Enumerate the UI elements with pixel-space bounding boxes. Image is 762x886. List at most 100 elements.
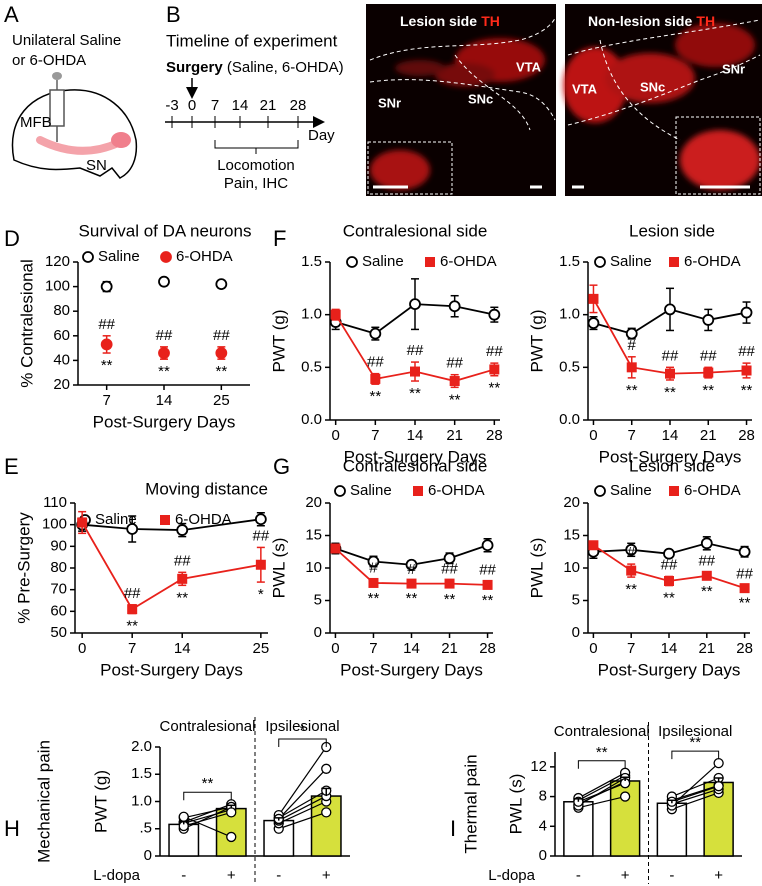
- x-tick-label: 7: [628, 427, 636, 444]
- group-label: Ipsilesional: [265, 718, 339, 735]
- annotation: **: [126, 617, 138, 634]
- phase-text: Pain, IHC: [224, 175, 288, 192]
- data-point: [588, 293, 599, 304]
- subject-point: [226, 831, 237, 843]
- y-tick-label: 50: [50, 624, 67, 641]
- y-tick-label: 40: [53, 351, 70, 368]
- data-point: [346, 256, 358, 268]
- y-tick-label: 5: [314, 591, 322, 608]
- data-point: [330, 309, 341, 320]
- annotation: ##: [486, 343, 503, 360]
- data-point: [367, 555, 380, 568]
- y-tick-label: 60: [50, 602, 67, 619]
- legend-label: 6-OHDA: [684, 482, 741, 499]
- subject-point: [713, 781, 724, 792]
- timeline-tick-label: -3: [165, 97, 178, 114]
- panel-b: B Timeline of experiment Surgery (Saline…: [165, 2, 344, 192]
- pair-connector: [671, 785, 719, 803]
- y-axis-label: PWL (s): [269, 538, 288, 599]
- data-point: [625, 543, 638, 556]
- panel-letter: E: [4, 454, 19, 479]
- subject-point: [226, 807, 237, 818]
- data-point: [425, 257, 435, 267]
- data-point: [626, 362, 637, 373]
- x-tick-label: 0: [331, 640, 339, 657]
- annotation: #: [627, 544, 636, 561]
- subject-point: [713, 757, 724, 769]
- chart-title: Contralesional side: [343, 456, 488, 475]
- pair-connector: [278, 800, 327, 824]
- image-title: Lesion side TH: [400, 13, 500, 30]
- data-point: [77, 517, 88, 528]
- significance-label: **: [689, 734, 701, 751]
- legend-label: 6-OHDA: [176, 248, 233, 265]
- y-tick-label: 20: [305, 494, 322, 511]
- annotation: ##: [407, 342, 424, 359]
- y-tick-label: 20: [563, 494, 580, 511]
- y-tick-label: 100: [45, 278, 70, 295]
- y-tick-label: 15: [305, 526, 322, 543]
- chart: 0 5 10 15 20 Lesion side PWL (s) Post-Surgery D…: [527, 456, 753, 679]
- stain-label: TH: [696, 13, 715, 29]
- data-point: [449, 376, 460, 387]
- y-tick-label: 8: [539, 788, 547, 805]
- x-tick-label: +: [714, 867, 723, 884]
- pair-connector: [578, 775, 626, 801]
- annotation: ##: [124, 585, 141, 602]
- annotation: #: [407, 561, 416, 578]
- data-point: [664, 303, 676, 316]
- timeline-tick-label: 7: [211, 97, 219, 114]
- y-tick-label: 2.0: [131, 738, 152, 755]
- y-tick-label: 4: [539, 817, 547, 834]
- data-point: [215, 347, 228, 359]
- panel-letter: D: [4, 226, 20, 251]
- annotation: ##: [738, 343, 755, 360]
- y-tick-label: 5: [572, 591, 580, 608]
- legend-label: Saline: [362, 253, 404, 270]
- y-tick-label: 0: [572, 624, 580, 641]
- data-point: [177, 573, 188, 584]
- pair-connector: [671, 777, 719, 798]
- x-axis-label: L-dopa: [488, 867, 535, 884]
- annotation: **: [369, 388, 381, 405]
- region-label: VTA: [572, 81, 598, 96]
- legend-label: Saline: [610, 253, 652, 270]
- y-tick-label: 1.0: [559, 306, 580, 323]
- series-line: [81, 522, 262, 611]
- pair-connector: [578, 777, 626, 807]
- pair-connector: [278, 811, 327, 830]
- x-tick-label: 7: [371, 427, 379, 444]
- data-point: [405, 558, 418, 571]
- y-tick-label: 12: [530, 758, 547, 775]
- annotation: **: [488, 380, 500, 397]
- annotation: ##: [736, 566, 753, 583]
- panel-letter: I: [450, 816, 456, 841]
- data-point: [701, 570, 712, 581]
- pair-connector: [671, 792, 719, 810]
- legend-label: Saline: [610, 482, 652, 499]
- syringe-body: [49, 89, 65, 127]
- region-label: SNc: [640, 79, 665, 94]
- annotation: **: [482, 592, 494, 609]
- data-point: [739, 583, 750, 594]
- pair-connector: [278, 795, 327, 822]
- th-staining: [563, 23, 760, 190]
- data-point: [663, 547, 675, 560]
- x-tick-label: +: [227, 867, 236, 884]
- bar: [263, 819, 295, 857]
- annotation: **: [409, 385, 421, 402]
- annotation: ##: [662, 347, 679, 364]
- legend-label: 6-OHDA: [175, 511, 232, 528]
- subject-point: [321, 763, 332, 774]
- x-tick-label: 0: [589, 640, 597, 657]
- x-tick-label: 7: [627, 640, 635, 657]
- x-axis-label: Post-Surgery Days: [344, 447, 487, 466]
- data-point: [370, 373, 381, 384]
- x-tick-label: 14: [403, 640, 420, 657]
- annotation: **: [101, 357, 113, 374]
- data-point: [594, 485, 606, 497]
- annotation: ##: [174, 552, 191, 569]
